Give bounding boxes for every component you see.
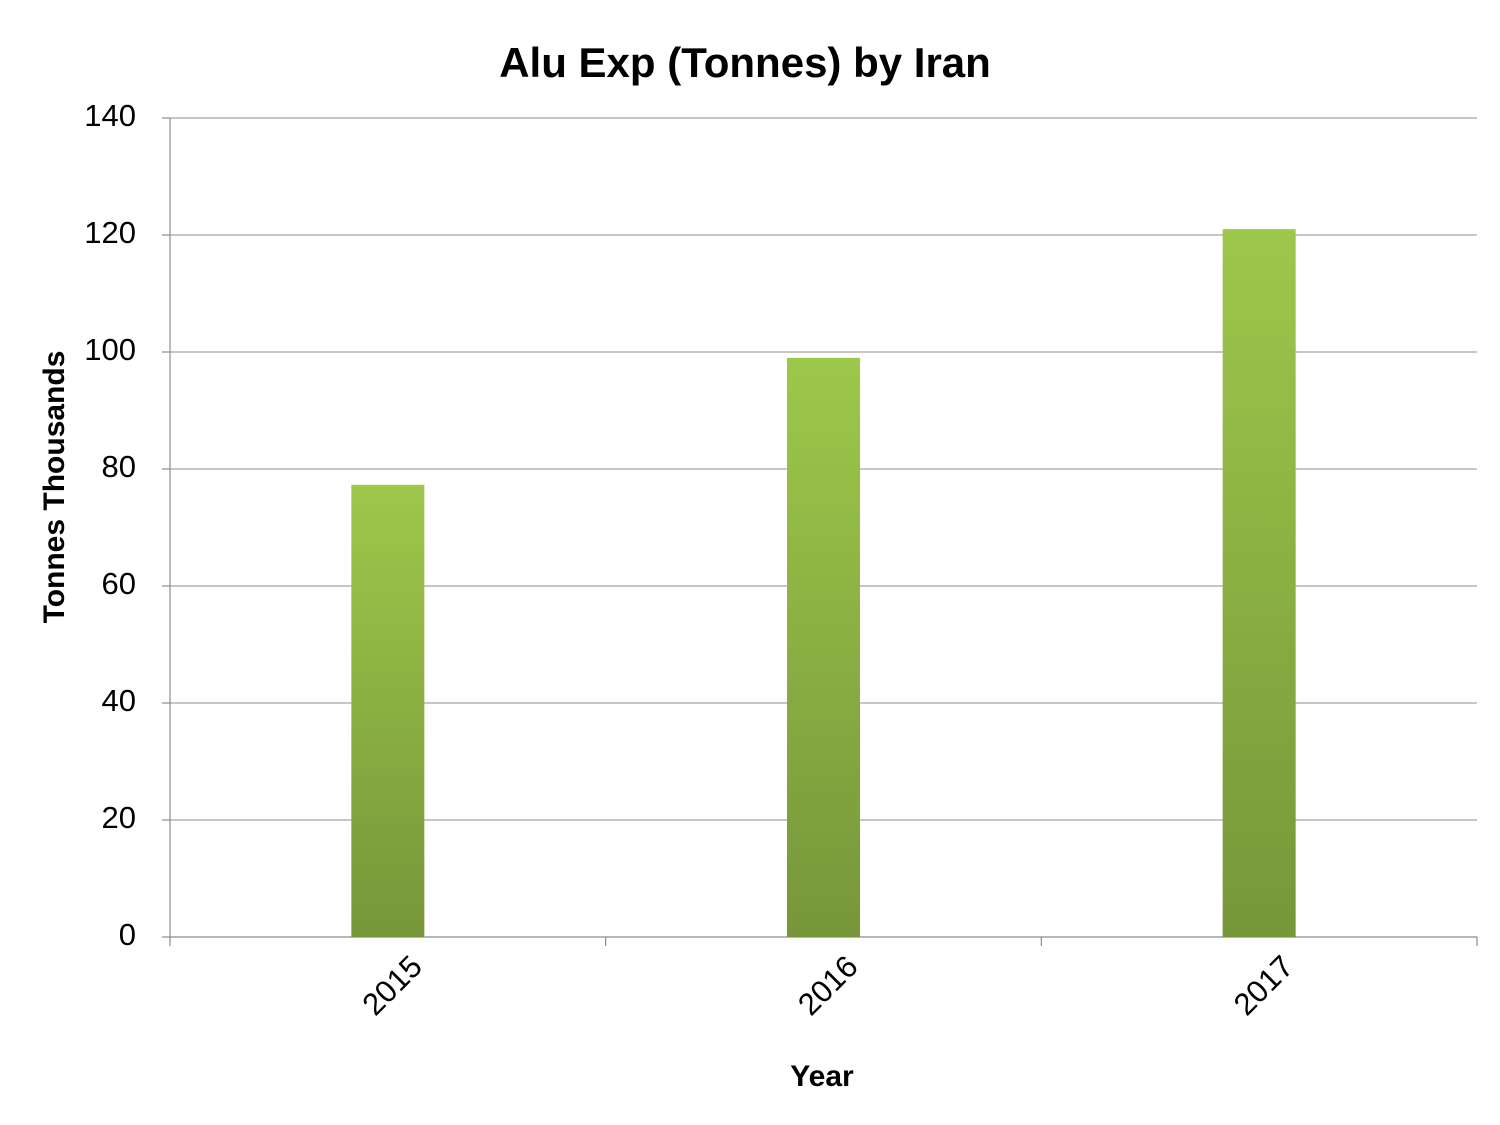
bar [351,484,425,937]
y-tick-label: 140 [84,98,136,133]
x-tick-label: 2017 [1227,949,1301,1023]
y-tick-label: 0 [119,917,136,952]
y-tick-label: 80 [102,449,136,484]
bar [1222,229,1296,937]
x-tick-label: 2016 [791,949,865,1023]
y-tick-label: 100 [84,332,136,367]
y-axis-title: Tonnes Thousands [38,351,71,624]
x-axis-title: Year [790,1060,854,1093]
y-tick-label: 60 [102,566,136,601]
x-tick-label: 2015 [355,949,429,1023]
y-tick-label: 20 [102,800,136,835]
chart-title: Alu Exp (Tonnes) by Iran [499,39,991,86]
y-tick-label: 120 [84,215,136,250]
y-tick-label: 40 [102,683,136,718]
bar [787,357,860,938]
